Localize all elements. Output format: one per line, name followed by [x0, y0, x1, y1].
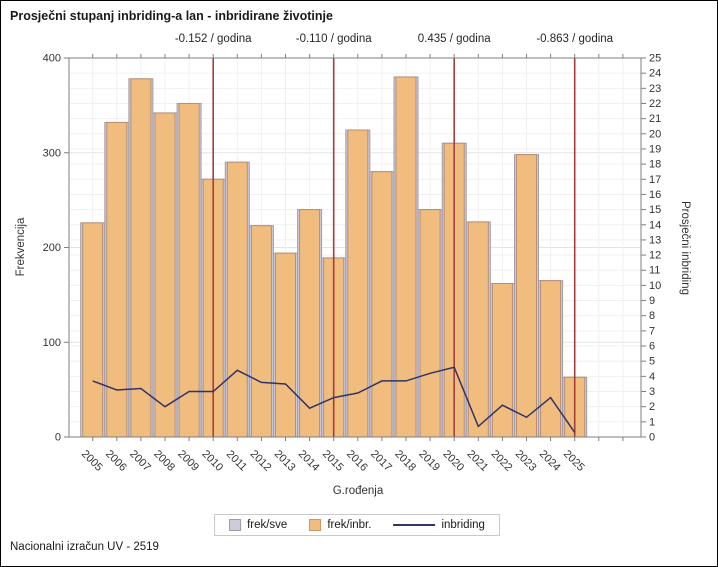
- bar-frek-inbr: [226, 161, 248, 438]
- y-right-tick-label: 4: [649, 371, 655, 383]
- x-tick-label: 2016: [344, 448, 370, 474]
- bar-frek-inbr: [419, 209, 441, 438]
- x-tick-label: 2005: [79, 448, 105, 474]
- y-right-tick-label: 21: [649, 113, 661, 125]
- y-right-tick-label: 17: [649, 174, 661, 186]
- x-tick-label: 2006: [103, 448, 129, 474]
- legend-label: frek/inbr.: [327, 519, 372, 531]
- x-tick-label: 2013: [272, 448, 298, 474]
- x-tick-label: 2017: [368, 448, 394, 474]
- y-right-tick-label: 7: [649, 325, 655, 337]
- y-right-tick-label: 1: [649, 416, 655, 428]
- y-right-tick-label: 3: [649, 386, 655, 398]
- y-right-tick-label: 6: [649, 341, 655, 353]
- bar-frek-inbr: [299, 209, 321, 438]
- y-left-tick-label: 100: [43, 337, 61, 349]
- bar-frek-inbr: [395, 76, 417, 438]
- y-right-tick-label: 14: [649, 219, 661, 231]
- bar-frek-inbr: [491, 283, 513, 438]
- y-left-tick-label: 200: [43, 242, 61, 254]
- x-tick-label: 2015: [320, 448, 346, 474]
- bar-frek-inbr: [467, 221, 489, 438]
- bar-frek-inbr: [154, 112, 176, 438]
- x-tick-label: 2009: [175, 448, 201, 474]
- bar-frek-inbr: [275, 252, 296, 438]
- bar-frek-inbr: [347, 129, 369, 438]
- x-tick-label: 2020: [440, 448, 466, 474]
- y-right-tick-label: 22: [649, 98, 661, 110]
- legend-item-inbriding: inbriding: [393, 519, 485, 531]
- bar-frek-inbr: [540, 280, 562, 438]
- x-tick-label: 2012: [248, 448, 274, 474]
- chart-title: Prosječni stupanj inbriding-a lan - inbr…: [10, 9, 333, 23]
- bar-frek-inbr: [178, 102, 200, 438]
- y-axis-title-left: Frekvencija: [15, 217, 27, 277]
- bar-frek-inbr: [250, 225, 272, 438]
- legend-item-frekinbr: frek/inbr.: [309, 519, 371, 531]
- x-tick-label: 2025: [561, 448, 587, 474]
- y-right-tick-label: 8: [649, 310, 655, 322]
- x-tick-label: 2011: [224, 448, 249, 473]
- y-right-tick-label: 11: [649, 265, 660, 277]
- x-axis-title: G.rođenja: [332, 485, 384, 497]
- y-right-tick-label: 5: [649, 356, 655, 368]
- bar-frek-inbr: [130, 78, 152, 438]
- legend-swatch-icon: [309, 519, 322, 531]
- y-right-tick-label: 20: [649, 128, 661, 140]
- x-tick-label: 2024: [537, 448, 563, 474]
- legend-item-freksve: frek/sve: [229, 519, 287, 531]
- annotation-label: 0.435 / godina: [418, 33, 492, 45]
- x-tick-label: 2010: [199, 448, 225, 474]
- y-right-tick-label: 0: [649, 432, 655, 444]
- x-tick-label: 2007: [127, 448, 153, 474]
- x-tick-label: 2021: [465, 448, 491, 474]
- x-tick-label: 2014: [296, 448, 322, 474]
- y-right-tick-label: 9: [649, 295, 655, 307]
- y-right-tick-label: 10: [649, 280, 661, 292]
- legend: frek/sve frek/inbr. inbriding: [214, 514, 500, 536]
- x-tick-label: 2008: [151, 448, 177, 474]
- x-tick-label: 2018: [392, 448, 418, 474]
- annotation-label: -0.863 / godina: [536, 33, 613, 45]
- annotation-label: -0.110 / godina: [296, 33, 372, 45]
- inbriding-line: [92, 366, 576, 433]
- x-tick-label: 2023: [513, 448, 539, 474]
- y-right-tick-label: 24: [649, 68, 661, 80]
- y-axis-title-right: Prosječni inbriding: [679, 201, 691, 295]
- y-right-tick-label: 19: [649, 143, 661, 155]
- y-left-tick-label: 0: [55, 432, 61, 444]
- y-right-tick-label: 12: [649, 250, 661, 262]
- bar-frek-inbr: [371, 171, 393, 438]
- legend-label: inbriding: [441, 519, 485, 531]
- bar-frek-inbr: [82, 222, 104, 438]
- y-right-tick-label: 13: [649, 234, 661, 246]
- y-left-tick-label: 400: [43, 53, 61, 65]
- y-right-tick-label: 2: [649, 401, 655, 413]
- legend-line-icon: [393, 524, 436, 526]
- x-tick-label: 2019: [416, 448, 442, 474]
- annotation-label: -0.152 / godina: [175, 33, 252, 45]
- y-right-tick-label: 16: [649, 189, 661, 201]
- legend-swatch-icon: [229, 519, 242, 531]
- footer-note: Nacionalni izračun UV - 2519: [10, 541, 159, 553]
- y-right-tick-label: 15: [649, 204, 661, 216]
- bar-frek-inbr: [516, 154, 537, 438]
- y-right-tick-label: 18: [649, 159, 661, 171]
- x-tick-label: 2022: [489, 448, 515, 474]
- y-right-tick-label: 23: [649, 83, 661, 95]
- y-right-tick-label: 25: [649, 53, 661, 65]
- legend-label: frek/sve: [247, 519, 288, 531]
- y-left-tick-label: 300: [43, 147, 61, 159]
